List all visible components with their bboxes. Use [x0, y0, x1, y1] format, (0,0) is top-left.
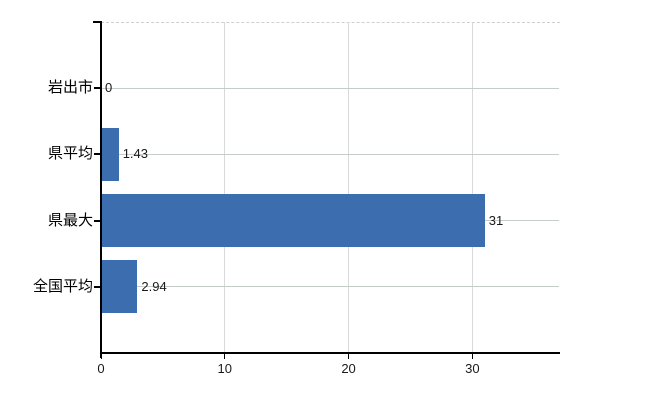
- bar: [101, 127, 119, 181]
- horizontal-gridline: [101, 153, 559, 155]
- horizontal-gridline: [101, 87, 559, 89]
- x-tick-label: 10: [217, 361, 233, 376]
- x-axis-tick: [224, 354, 226, 359]
- vertical-gridline: [224, 22, 226, 353]
- plot-top-border: [101, 22, 560, 23]
- x-axis-tick: [471, 354, 473, 359]
- bar-value-label: 0: [105, 80, 113, 96]
- x-tick-label: 0: [97, 361, 105, 376]
- bar-value-label: 2.94: [141, 278, 167, 294]
- bar: [101, 194, 485, 248]
- y-axis-top-tick: [93, 21, 102, 23]
- y-axis-tick: [94, 87, 101, 90]
- y-axis-line: [100, 22, 102, 358]
- category-label: 県最大: [47, 211, 93, 229]
- y-axis-tick: [94, 153, 101, 156]
- x-axis-tick: [348, 354, 350, 359]
- bar-value-label: 1.43: [122, 146, 148, 162]
- category-label: 全国平均: [32, 277, 93, 295]
- x-axis-tick: [100, 354, 102, 359]
- category-label: 県平均: [47, 145, 93, 163]
- bar: [101, 260, 138, 314]
- x-axis-line: [100, 352, 560, 354]
- x-tick-label: 20: [341, 361, 356, 376]
- bar-value-label: 31: [488, 212, 504, 228]
- y-axis-tick: [94, 285, 101, 288]
- x-tick-label: 30: [465, 361, 480, 376]
- y-axis-tick: [94, 219, 101, 222]
- category-label: 岩出市: [47, 79, 93, 97]
- horizontal-gridline: [101, 286, 559, 288]
- vertical-gridline: [348, 22, 350, 353]
- vertical-gridline: [471, 22, 473, 353]
